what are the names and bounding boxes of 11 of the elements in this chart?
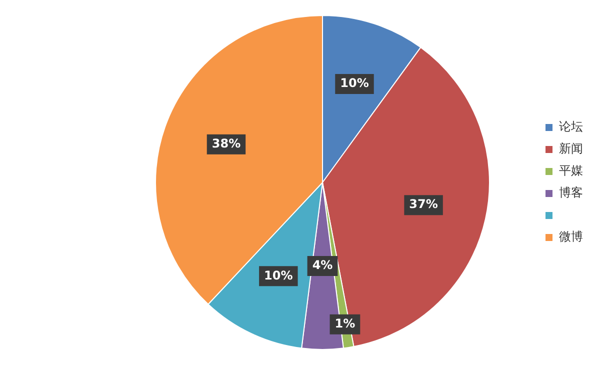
data-label: 10% [264,268,293,282]
legend-label: 微博 [559,230,583,244]
data-label: 38% [212,136,241,151]
data-label: 37% [409,197,438,212]
legend-label: 论坛 [559,120,583,134]
legend-label: 博客 [559,186,583,200]
legend-label: 新闻 [559,142,583,156]
data-label: 10% [340,76,369,90]
data-label: 1% [334,316,356,330]
legend-label: 平媒 [559,164,583,178]
data-label: 4% [312,258,333,272]
